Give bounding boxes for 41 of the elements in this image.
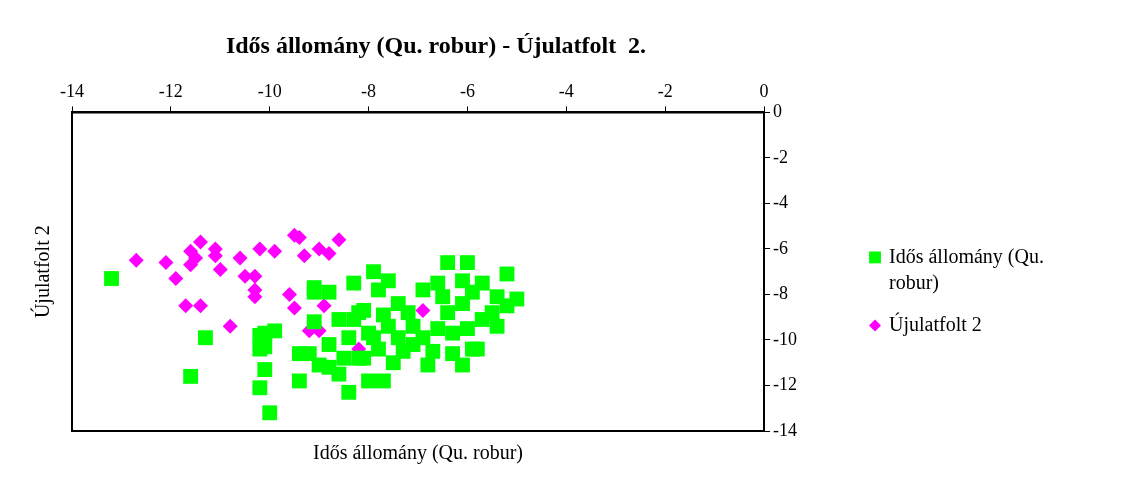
point	[331, 232, 347, 248]
x-tick-label: 0	[759, 81, 769, 102]
y-tick-label: -14	[773, 419, 798, 440]
chart-title: Idős állomány (Qu. robur) - Újulatfolt 2.	[225, 31, 647, 58]
point	[193, 234, 209, 250]
x-tick-label: -6	[459, 81, 475, 102]
x-tick-label: -14	[60, 81, 84, 102]
point	[222, 318, 238, 334]
point	[281, 286, 297, 302]
point	[193, 298, 209, 314]
point	[212, 261, 228, 277]
x-tick-label: -4	[558, 81, 574, 102]
point	[296, 248, 312, 264]
y-tick-label: -6	[773, 237, 789, 258]
x-tick-label: -10	[257, 81, 282, 102]
x-tick-label: -12	[158, 81, 183, 102]
x-tick-label: -2	[657, 81, 673, 102]
y-tick-label: -8	[773, 283, 789, 304]
x-axis-title: Idős állomány (Qu. robur)	[313, 441, 523, 465]
point	[252, 241, 268, 257]
point	[168, 271, 184, 287]
y-axis-title: Újulatfolt 2	[30, 225, 55, 319]
point	[158, 255, 174, 271]
y-tick-label: 0	[773, 101, 783, 122]
legend-label: Idős állomány (Qu. robur)	[889, 244, 1044, 294]
legend-label: Újulatfolt 2	[889, 311, 982, 336]
point	[128, 252, 144, 268]
point	[311, 241, 327, 257]
point	[286, 300, 302, 316]
y-tick-label: -10	[773, 328, 798, 349]
point	[178, 298, 194, 314]
point	[321, 245, 337, 261]
y-tick-label: -4	[773, 192, 789, 213]
x-tick-label: -8	[361, 81, 377, 102]
y-tick-label: -12	[773, 374, 798, 395]
point	[267, 243, 283, 259]
point	[415, 302, 431, 318]
point	[183, 257, 199, 273]
y-tick-label: -2	[773, 146, 789, 167]
point	[316, 298, 332, 314]
point	[232, 250, 248, 266]
